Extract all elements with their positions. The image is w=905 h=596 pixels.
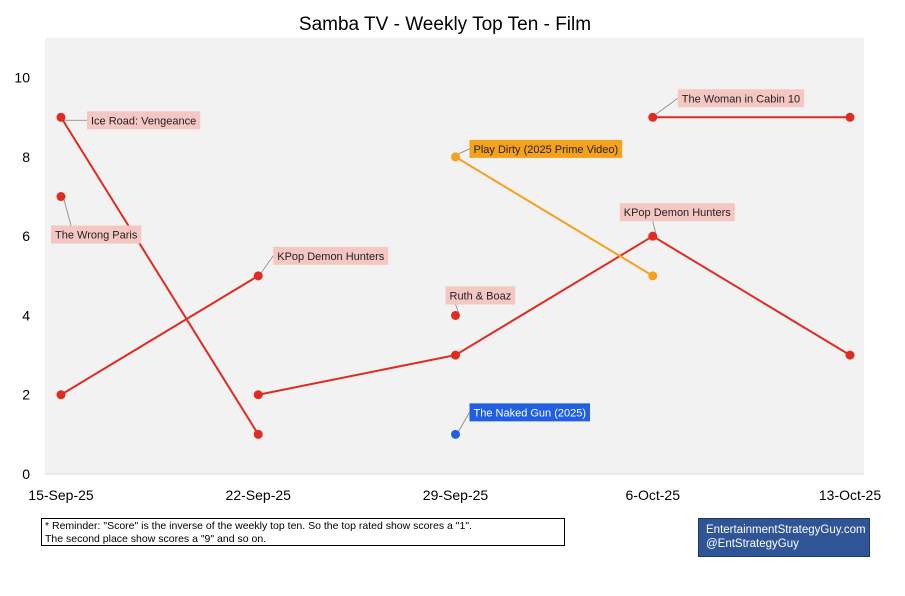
data-point [648, 112, 658, 122]
data-point [845, 350, 855, 360]
series-layer [56, 112, 855, 439]
annotation-text: Ruth & Boaz [450, 290, 512, 302]
annotation-leader [458, 148, 470, 155]
annotation-leader [458, 412, 470, 432]
annotation-label: Ice Road: Vengeance [87, 111, 201, 130]
annotation-box [619, 203, 735, 222]
data-point [253, 429, 263, 439]
y-tick-label: 8 [22, 149, 30, 165]
data-point [56, 192, 66, 202]
annotation-label: The Naked Gun (2025) [469, 403, 591, 422]
footnote-line-2: The second place show scores a "9" and s… [45, 533, 267, 545]
annotation-text: Ice Road: Vengeance [91, 115, 196, 127]
y-tick-label: 4 [22, 307, 30, 323]
footnote-box: * Reminder: "Score" is the inverse of th… [41, 518, 565, 546]
x-tick-label: 6-Oct-25 [626, 487, 681, 503]
y-tick-label: 2 [22, 387, 30, 403]
annotation-label: The Wrong Paris [51, 225, 142, 244]
y-tick-label: 10 [14, 70, 30, 86]
annotation-label: KPop Demon Hunters [619, 203, 735, 222]
series-line [454, 156, 654, 277]
annotation-text: Play Dirty (2025 Prime Video) [474, 144, 619, 156]
y-tick-label: 0 [22, 466, 30, 482]
annotation-text: KPop Demon Hunters [624, 207, 731, 219]
credit-website: EntertainmentStrategyGuy.com [706, 524, 866, 536]
annotation-box [87, 111, 201, 130]
annotation-label: KPop Demon Hunters [273, 246, 389, 265]
y-tick-label: 6 [22, 228, 30, 244]
annotation-leader [455, 304, 459, 313]
data-point [56, 390, 66, 400]
x-tick-label: 13-Oct-25 [819, 487, 881, 503]
data-point [56, 112, 66, 122]
series-line [60, 116, 260, 435]
annotation-text: The Naked Gun (2025) [474, 407, 587, 419]
data-point [451, 310, 460, 320]
credit-box: EntertainmentStrategyGuy.com @EntStrateg… [698, 518, 870, 557]
annotation-box [51, 225, 142, 244]
data-point [648, 231, 658, 241]
annotation-label: Ruth & Boaz [445, 286, 516, 305]
plot-area [45, 38, 864, 474]
data-point [451, 429, 460, 439]
annotation-text: KPop Demon Hunters [277, 251, 384, 263]
footnote-line-1: * Reminder: "Score" is the inverse of th… [45, 520, 472, 532]
annotation-leader [260, 255, 274, 274]
data-point [451, 350, 460, 360]
annotation-leader [652, 221, 657, 234]
data-point [253, 390, 263, 400]
data-point [253, 271, 263, 281]
series-line [258, 235, 851, 396]
x-tick-label: 22-Sep-25 [226, 487, 292, 503]
annotation-label: The Woman in Cabin 10 [677, 89, 805, 108]
annotation-text: The Woman in Cabin 10 [682, 93, 800, 105]
data-point [451, 152, 460, 162]
annotation-box [677, 89, 805, 108]
x-tick-label: 29-Sep-25 [423, 487, 489, 503]
x-tick-label: 15-Sep-25 [28, 487, 94, 503]
credit-handle: @EntStrategyGuy [706, 538, 799, 550]
y-axis: 0 2 4 6 8 10 [14, 70, 30, 482]
annotation-box [445, 286, 516, 305]
annotation-text: The Wrong Paris [55, 230, 138, 242]
annotation-box [469, 403, 591, 422]
chart-title: Samba TV - Weekly Top Ten - Film [299, 14, 591, 35]
annotation-box [469, 139, 623, 158]
series-line [60, 274, 259, 396]
annotation-label: Play Dirty (2025 Prime Video) [469, 139, 623, 158]
x-axis: 15-Sep-25 22-Sep-25 29-Sep-25 6-Oct-25 13-Oc… [28, 487, 881, 503]
annotation-leader [655, 97, 678, 115]
data-point [845, 112, 855, 122]
annotation-leader [63, 199, 72, 226]
data-point [648, 271, 658, 281]
annotation-layer: Ice Road: Vengeance The Wrong Paris KPop D… [51, 89, 805, 432]
annotation-box [273, 246, 389, 265]
